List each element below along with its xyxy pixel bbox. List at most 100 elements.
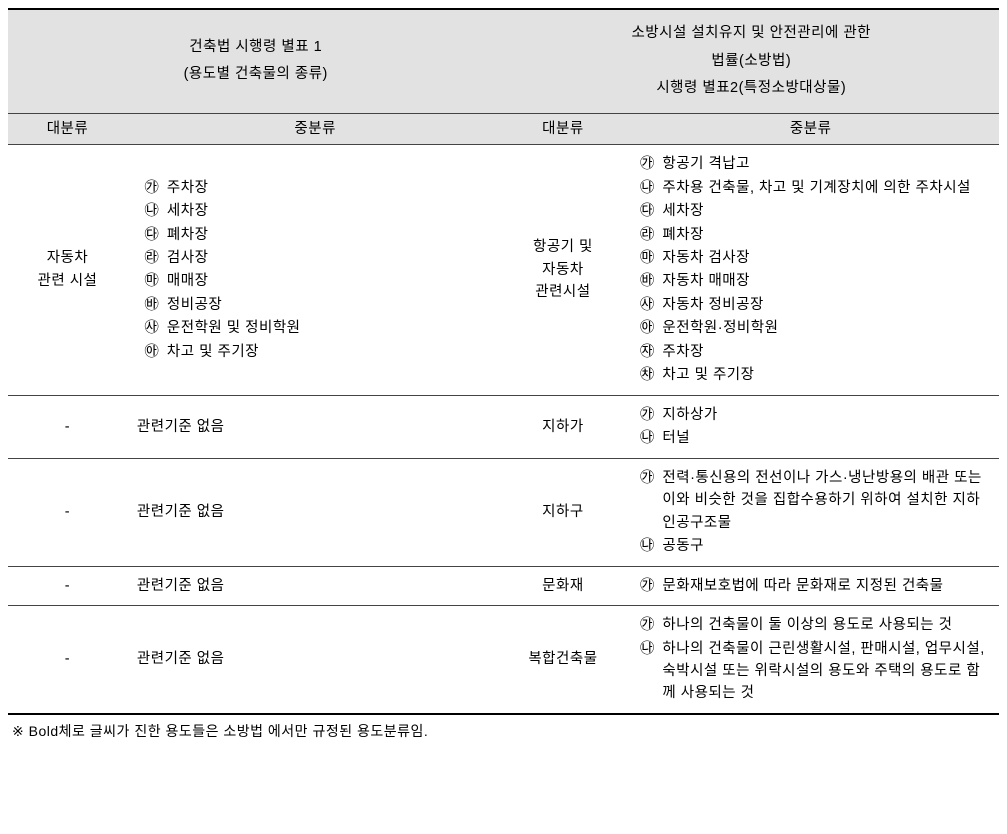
list-item-text: 하나의 건축물이 근린생활시설, 판매시설, 업무시설, 숙박시설 또는 위락시… [662,641,984,702]
list-item: ㉯하나의 건축물이 근린생활시설, 판매시설, 업무시설, 숙박시설 또는 위락… [636,638,989,705]
item-list: ㉮지하상가㉯터널 [632,404,989,450]
list-marker: ㉱ [636,224,658,246]
list-item-text: 하나의 건축물이 둘 이상의 용도로 사용되는 것 [662,617,952,633]
list-marker: ㉳ [141,294,163,316]
list-marker: ㉮ [141,177,163,199]
list-item: ㉮주차장 [141,177,494,199]
category-cell: 문화재 [503,566,622,605]
category-line: 관련시설 [535,284,590,300]
list-marker: ㉴ [141,317,163,339]
list-item: ㉳정비공장 [141,294,494,316]
category-line: - [65,419,70,435]
category-cell: 자동차관련 시설 [8,145,127,396]
category-line: 지하구 [542,504,584,520]
list-item-text: 지하상가 [662,407,717,423]
list-marker: ㉱ [141,247,163,269]
left-plain-text: 관련기준 없음 [137,651,225,667]
left-minor-cell: ㉮주차장㉯세차장㉰폐차장㉱검사장㉲매매장㉳정비공장㉴운전학원 및 정비학원㉵차고… [127,145,504,396]
list-item: ㉯세차장 [141,200,494,222]
list-item: ㉲자동차 검사장 [636,247,989,269]
category-line: - [65,504,70,520]
category-cell: 항공기 및자동차관련시설 [503,145,622,396]
right-minor-cell: ㉮전력·통신용의 전선이나 가스·냉난방용의 배관 또는 이와 비슷한 것을 집… [622,458,999,566]
right-minor-cell: ㉮문화재보호법에 따라 문화재로 지정된 건축물 [622,566,999,605]
header-right-line2: 법률(소방법) [711,53,791,69]
list-item-text: 운전학원 및 정비학원 [167,320,301,336]
header-left-line1: 건축법 시행령 별표 1 [189,39,322,55]
list-marker: ㉷ [636,364,658,386]
list-item: ㉰세차장 [636,200,989,222]
list-item-text: 자동차 검사장 [662,250,750,266]
list-item: ㉱검사장 [141,247,494,269]
list-item-text: 주차장 [167,180,209,196]
list-marker: ㉯ [636,638,658,660]
list-item-text: 자동차 정비공장 [662,297,763,313]
list-item-text: 전력·통신용의 전선이나 가스·냉난방용의 배관 또는 이와 비슷한 것을 집합… [662,470,981,531]
item-list: ㉮전력·통신용의 전선이나 가스·냉난방용의 배관 또는 이와 비슷한 것을 집… [632,467,989,558]
item-list: ㉮문화재보호법에 따라 문화재로 지정된 건축물 [632,575,989,597]
list-item-text: 폐차장 [662,227,704,243]
category-cell: 지하가 [503,395,622,458]
col-left-minor: 중분류 [127,113,504,144]
list-item-text: 차고 및 주기장 [167,344,259,360]
list-item: ㉮지하상가 [636,404,989,426]
item-list: ㉮하나의 건축물이 둘 이상의 용도로 사용되는 것㉯하나의 건축물이 근린생활… [632,614,989,705]
header-right-line3: 시행령 별표2(특정소방대상물) [656,80,846,96]
list-item: ㉵차고 및 주기장 [141,341,494,363]
list-item-text: 항공기 격납고 [662,156,750,172]
list-item: ㉳자동차 매매장 [636,270,989,292]
list-item-text: 매매장 [167,273,209,289]
right-minor-cell: ㉮하나의 건축물이 둘 이상의 용도로 사용되는 것㉯하나의 건축물이 근린생활… [622,606,999,714]
list-item: ㉮하나의 건축물이 둘 이상의 용도로 사용되는 것 [636,614,989,636]
table-body: 자동차관련 시설㉮주차장㉯세차장㉰폐차장㉱검사장㉲매매장㉳정비공장㉴운전학원 및… [8,145,999,714]
list-item-text: 공동구 [662,538,704,554]
table-row: 자동차관련 시설㉮주차장㉯세차장㉰폐차장㉱검사장㉲매매장㉳정비공장㉴운전학원 및… [8,145,999,396]
col-right-minor: 중분류 [622,113,999,144]
list-item: ㉱폐차장 [636,224,989,246]
list-marker: ㉯ [636,177,658,199]
list-item: ㉰폐차장 [141,224,494,246]
list-item-text: 검사장 [167,250,209,266]
list-item-text: 문화재보호법에 따라 문화재로 지정된 건축물 [662,578,943,594]
category-line: 문화재 [542,578,584,594]
category-line: 자동차 [47,250,89,266]
list-marker: ㉴ [636,294,658,316]
comparison-table: 건축법 시행령 별표 1 (용도별 건축물의 종류) 소방시설 설치유지 및 안… [8,8,999,715]
category-cell: 지하구 [503,458,622,566]
list-marker: ㉯ [141,200,163,222]
table-row: -관련기준 없음지하구㉮전력·통신용의 전선이나 가스·냉난방용의 배관 또는 … [8,458,999,566]
list-item-text: 폐차장 [167,227,209,243]
header-right: 소방시설 설치유지 및 안전관리에 관한 법률(소방법) 시행령 별표2(특정소… [503,9,999,113]
list-marker: ㉵ [141,341,163,363]
list-item-text: 주차용 건축물, 차고 및 기계장치에 의한 주차시설 [662,180,971,196]
col-right-major: 대분류 [503,113,622,144]
left-plain-text: 관련기준 없음 [137,419,225,435]
table-row: - 관련기준 없음 지하가 ㉮지하상가㉯터널 [8,395,999,458]
list-item: ㉴자동차 정비공장 [636,294,989,316]
category-line: 지하가 [542,419,584,435]
list-marker: ㉮ [636,467,658,489]
category-line: 관련 시설 [38,273,98,289]
list-marker: ㉶ [636,341,658,363]
list-item: ㉯공동구 [636,535,989,557]
list-item: ㉮항공기 격납고 [636,153,989,175]
col-left-major: 대분류 [8,113,127,144]
footnote: ※ Bold체로 글씨가 진한 용도들은 소방법 에서만 규정된 용도분류임. [8,715,999,743]
list-item: ㉯주차용 건축물, 차고 및 기계장치에 의한 주차시설 [636,177,989,199]
list-marker: ㉵ [636,317,658,339]
category-cell: - [8,458,127,566]
category-cell: 복합건축물 [503,606,622,714]
list-item-text: 주차장 [662,344,704,360]
list-item: ㉲매매장 [141,270,494,292]
category-cell: - [8,566,127,605]
list-marker: ㉰ [141,224,163,246]
category-line: 복합건축물 [528,651,597,667]
list-marker: ㉯ [636,535,658,557]
category-line: 자동차 [542,262,584,278]
list-item: ㉮전력·통신용의 전선이나 가스·냉난방용의 배관 또는 이와 비슷한 것을 집… [636,467,989,534]
list-item: ㉵운전학원·정비학원 [636,317,989,339]
left-minor-cell: 관련기준 없음 [127,395,504,458]
list-item: ㉶주차장 [636,341,989,363]
list-item: ㉯터널 [636,427,989,449]
list-item-text: 세차장 [167,203,209,219]
